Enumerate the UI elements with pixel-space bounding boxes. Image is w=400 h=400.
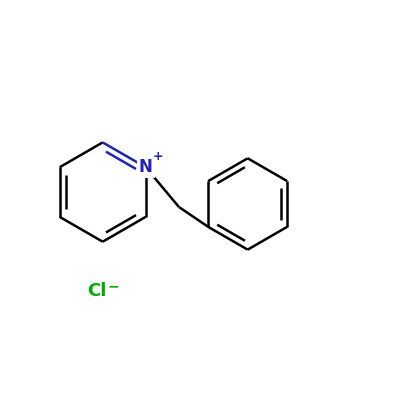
Text: +: + <box>152 150 163 163</box>
Text: Cl: Cl <box>87 282 106 300</box>
Text: N: N <box>139 158 153 176</box>
Text: −: − <box>108 280 119 294</box>
